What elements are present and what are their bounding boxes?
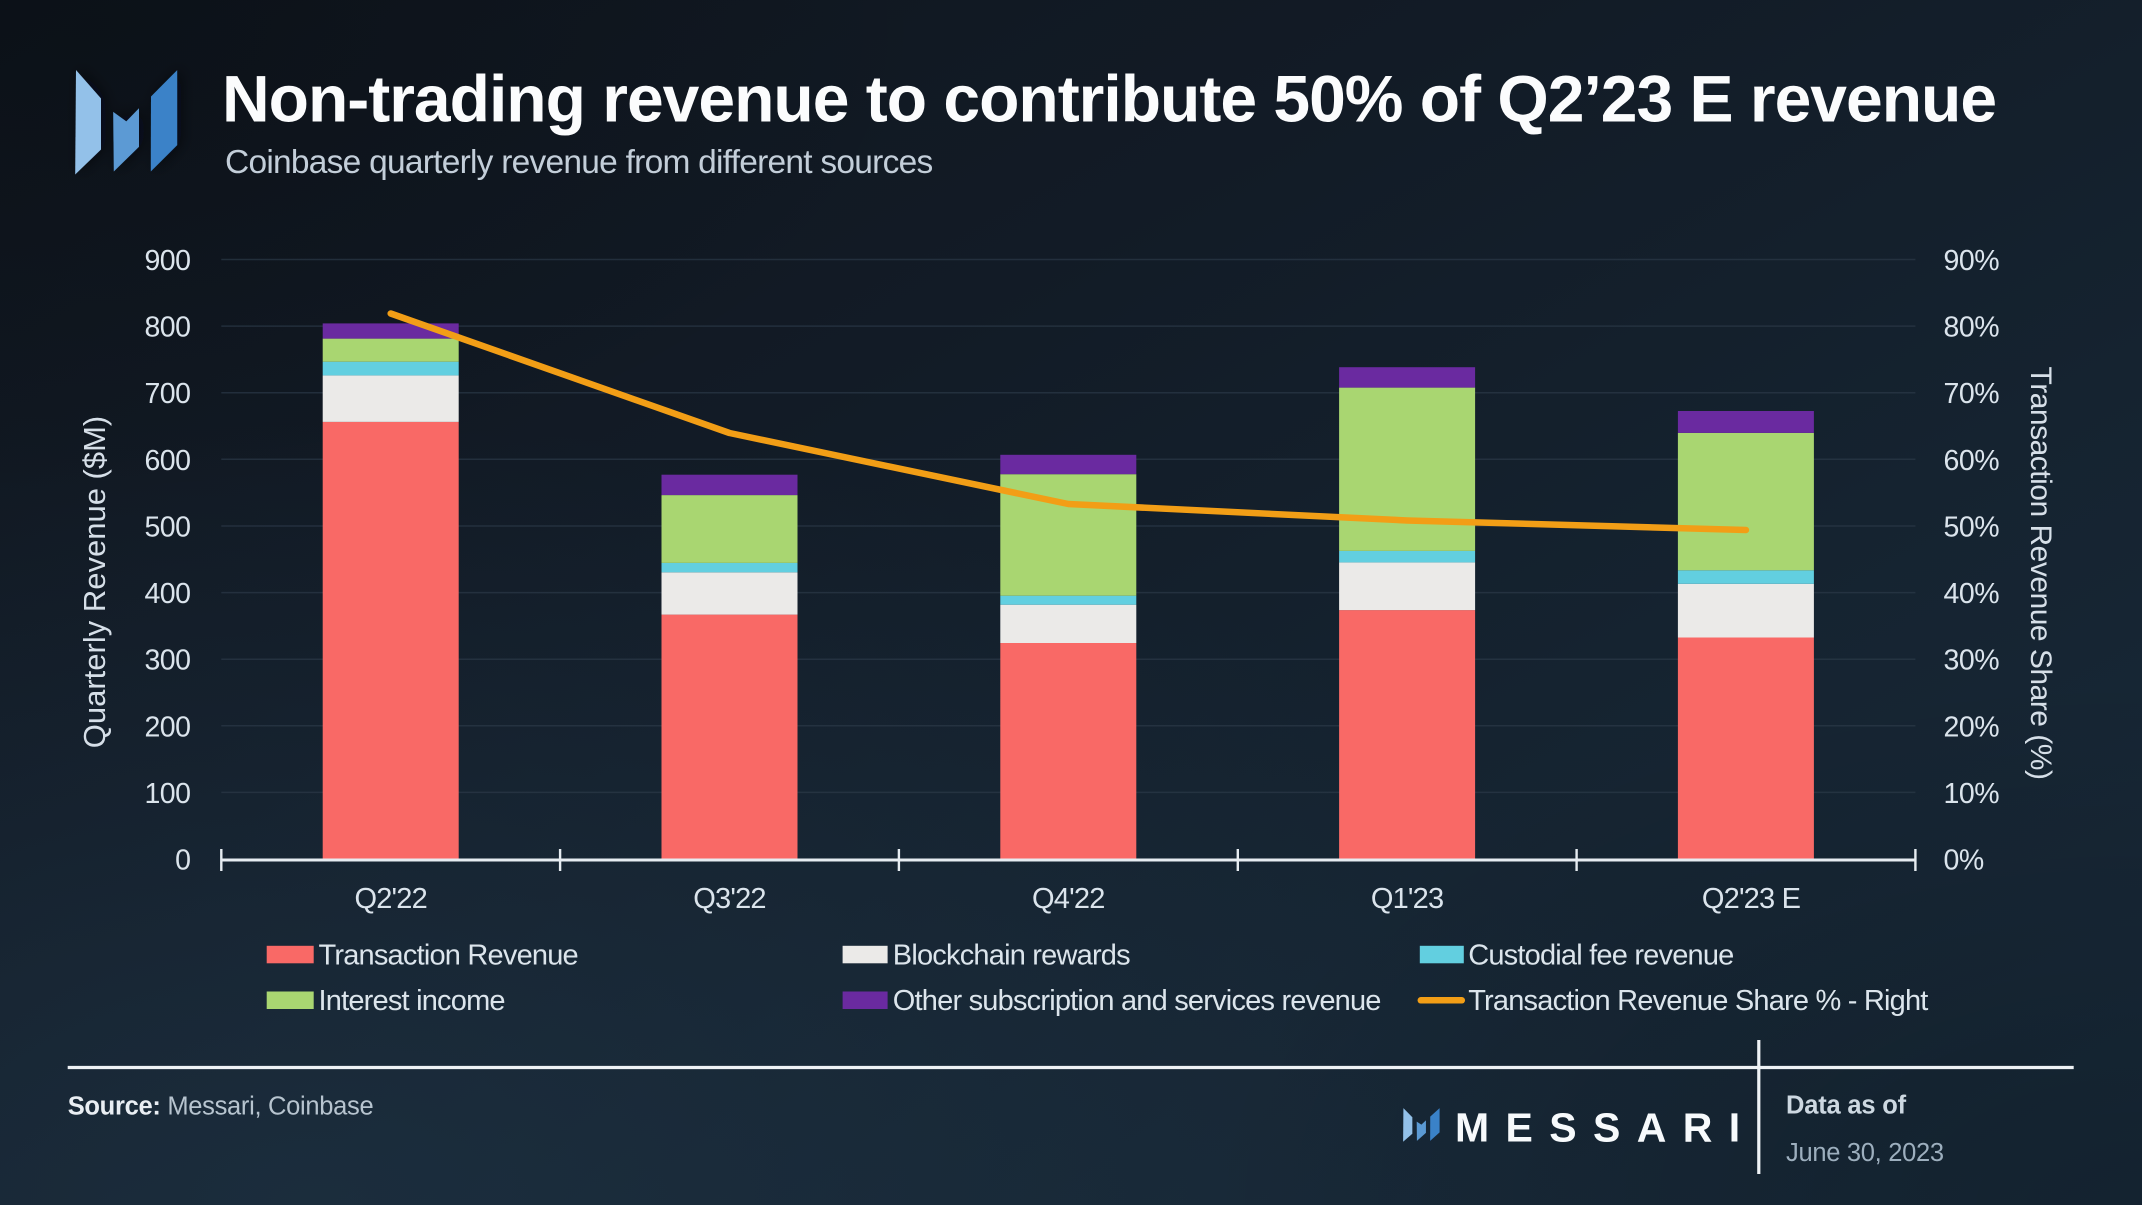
svg-text:10%: 10%	[1944, 778, 2000, 810]
svg-text:Q4'22: Q4'22	[1032, 883, 1104, 915]
svg-text:50%: 50%	[1944, 512, 2000, 544]
svg-text:Q1'23: Q1'23	[1371, 883, 1443, 915]
svg-text:40%: 40%	[1944, 578, 2000, 610]
svg-text:800: 800	[144, 312, 190, 344]
svg-text:Custodial fee revenue: Custodial fee revenue	[1468, 940, 1733, 972]
svg-text:Q2'22: Q2'22	[354, 883, 426, 915]
svg-text:Non-trading revenue to contrib: Non-trading revenue to contribute 50% of…	[222, 62, 1996, 136]
svg-text:Interest income: Interest income	[319, 985, 505, 1017]
svg-text:0: 0	[175, 845, 190, 877]
svg-text:500: 500	[144, 512, 190, 544]
svg-text:Transaction Revenue Share (%): Transaction Revenue Share (%)	[2024, 367, 2057, 780]
svg-text:80%: 80%	[1944, 312, 2000, 344]
svg-text:Transaction Revenue: Transaction Revenue	[319, 940, 578, 972]
svg-text:600: 600	[144, 445, 190, 477]
svg-text:Quarterly Revenue ($M): Quarterly Revenue ($M)	[77, 416, 112, 749]
svg-text:Other subscription and service: Other subscription and services revenue	[893, 985, 1381, 1017]
svg-text:Q3'22: Q3'22	[693, 883, 765, 915]
svg-text:900: 900	[144, 245, 190, 277]
svg-text:Transaction Revenue Share % -: Transaction Revenue Share % - Right	[1468, 985, 1928, 1017]
svg-text:MESSARI: MESSARI	[1455, 1105, 1757, 1151]
svg-text:700: 700	[144, 378, 190, 410]
svg-text:Coinbase quarterly revenue fro: Coinbase quarterly revenue from differen…	[225, 144, 932, 181]
svg-text:Q2'23 E: Q2'23 E	[1702, 883, 1801, 915]
svg-text:Blockchain rewards: Blockchain rewards	[893, 940, 1130, 972]
svg-text:Source: Messari, Coinbase: Source: Messari, Coinbase	[68, 1093, 374, 1121]
svg-text:0%: 0%	[1944, 845, 1984, 877]
svg-text:June 30, 2023: June 30, 2023	[1786, 1139, 1944, 1167]
svg-text:60%: 60%	[1944, 445, 2000, 477]
svg-text:400: 400	[144, 578, 190, 610]
svg-text:30%: 30%	[1944, 645, 2000, 677]
svg-text:90%: 90%	[1944, 245, 2000, 277]
svg-text:300: 300	[144, 645, 190, 677]
svg-text:100: 100	[144, 778, 190, 810]
svg-text:20%: 20%	[1944, 711, 2000, 743]
svg-text:Data as of: Data as of	[1786, 1092, 1907, 1120]
svg-text:200: 200	[144, 711, 190, 743]
svg-text:70%: 70%	[1944, 378, 2000, 410]
